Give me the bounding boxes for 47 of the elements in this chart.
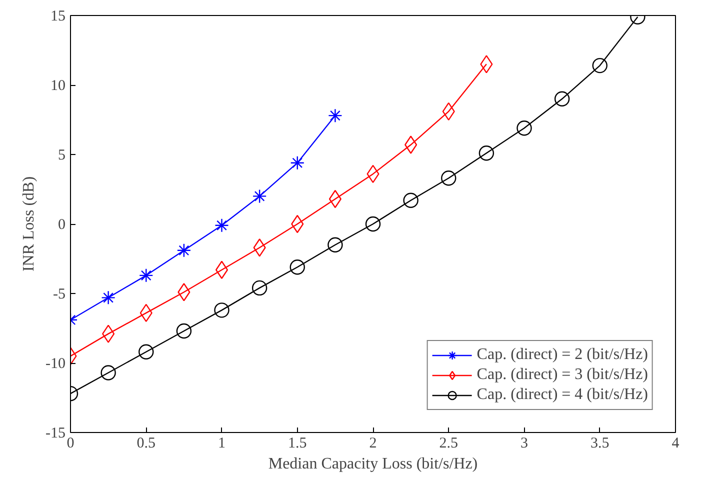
point (328, 108, 342, 123)
point (252, 280, 268, 296)
y-tick-label: -10 (46, 356, 66, 372)
point (403, 192, 418, 208)
x-tick-label: 0.5 (136, 436, 156, 452)
point (176, 243, 192, 258)
point (215, 260, 228, 279)
point (178, 283, 190, 302)
y-tick-label: 5 (58, 148, 66, 164)
point (214, 302, 230, 318)
point (365, 216, 381, 232)
point (176, 323, 192, 339)
point (290, 260, 305, 275)
point (214, 218, 229, 232)
x-tick-label: 3 (520, 436, 528, 452)
legend-label: Cap. (direct) = 2 (bit/s/Hz) (476, 346, 648, 364)
point (480, 55, 493, 74)
x-tick-label: 4 (672, 436, 680, 452)
x-tick-label: 2 (369, 436, 377, 452)
point (253, 238, 266, 257)
y-tick-label: 15 (50, 8, 66, 24)
x-tick-label: 2.5 (439, 436, 458, 452)
point (478, 146, 494, 161)
point (100, 365, 116, 380)
y-tick-label: -15 (46, 426, 66, 442)
x-axis-title: Median Capacity Loss (bit/s/Hz) (268, 456, 478, 472)
point (138, 344, 154, 360)
point (554, 91, 570, 106)
x-tick-label: 1.5 (288, 436, 307, 452)
point (290, 156, 304, 170)
point (516, 120, 532, 136)
legend-label: Cap. (direct) = 4 (bit/s/Hz) (476, 386, 648, 404)
point (404, 136, 418, 154)
y-tick-label: 0 (58, 217, 66, 233)
point (101, 290, 116, 305)
point (441, 170, 456, 186)
point (592, 58, 608, 74)
x-tick-label: 3.5 (590, 436, 610, 452)
point (252, 189, 267, 204)
y-tick-label: -5 (53, 286, 66, 302)
y-axis-title: INR Loss (dB) (20, 176, 38, 272)
legend-label: Cap. (direct) = 3 (bit/s/Hz) (476, 366, 648, 384)
point (102, 324, 115, 343)
point (328, 237, 343, 252)
x-tick-label: 1 (218, 436, 226, 452)
y-tick-label: 10 (50, 78, 66, 94)
point (139, 268, 154, 283)
